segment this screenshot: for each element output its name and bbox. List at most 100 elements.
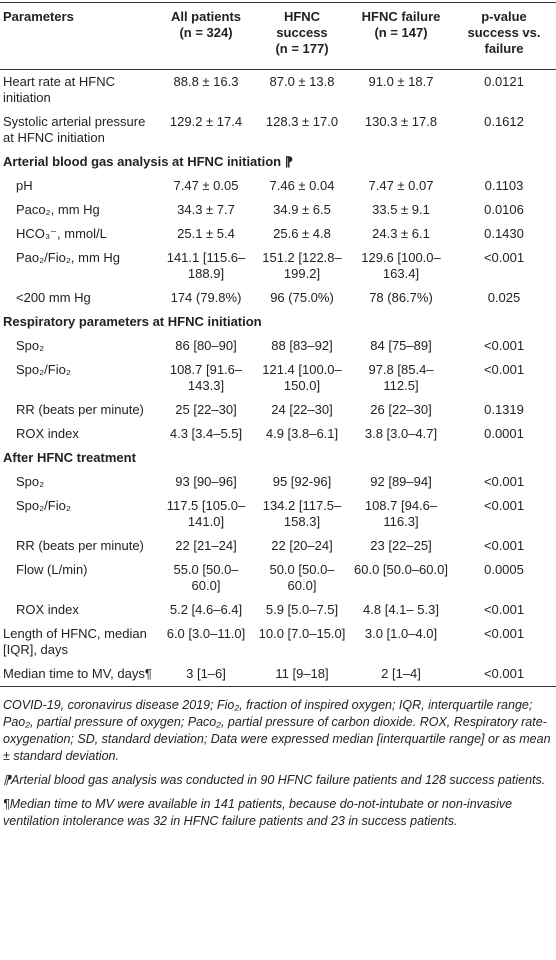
- value-cell: 24.3 ± 6.1: [372, 226, 430, 241]
- value-cell: <0.001: [483, 602, 525, 617]
- table-row: HCO₃⁻, mmol/L 25.1 ± 5.4 25.6 ± 4.8 24.3 ± …: [0, 222, 556, 246]
- value-cell: 34.3 ± 7.7: [177, 202, 235, 217]
- value-cell: 33.5 ± 9.1: [372, 202, 430, 217]
- table-row: Spo₂ 93 [90–96] 95 [92-96] 92 [89–94] <0.001: [0, 470, 556, 494]
- value-cell: 23 [22–25]: [370, 538, 432, 553]
- value-cell: 0.1103: [484, 178, 524, 193]
- table-row: ROX index 4.3 [3.4–5.5] 4.9 [3.8–6.1] 3.8 […: [0, 422, 556, 446]
- value-cell: <0.001: [483, 538, 525, 553]
- value-cell: 0.0005: [484, 562, 524, 577]
- value-cell: 97.8 [85.4–112.5]: [368, 362, 434, 393]
- value-cell: 141.1 [115.6–188.9]: [166, 250, 246, 281]
- table-row: Systolic arterial pressure at HFNC initi…: [0, 110, 556, 150]
- value-cell: 0.1319: [484, 402, 524, 417]
- table-row: Spo₂/Fio₂ 108.7 [91.6–143.3] 121.4 [100.0–…: [0, 358, 556, 398]
- table-row: Pao₂/Fio₂, mm Hg 141.1 [115.6–188.9] 151.2…: [0, 246, 556, 286]
- value-cell: 4.9 [3.8–6.1]: [265, 426, 339, 441]
- parameter-cell: <200 mm Hg: [16, 290, 91, 305]
- value-cell: 121.4 [100.0–150.0]: [262, 362, 342, 393]
- value-cell: <0.001: [452, 662, 556, 687]
- section-title: After HFNC treatment: [3, 450, 136, 465]
- value-cell: 3.0 [1.0–4.0]: [364, 626, 438, 641]
- header-line: (n = 324): [179, 25, 233, 40]
- value-cell: 151.2 [122.8–199.2]: [262, 250, 342, 281]
- value-cell: <0.001: [483, 338, 525, 353]
- parameter-cell: Heart rate at HFNC initiation: [3, 74, 115, 105]
- value-cell: 26 [22–30]: [370, 402, 432, 417]
- value-cell: 78 (86.7%): [369, 290, 433, 305]
- header-line: HFNC failure: [361, 9, 441, 24]
- header-cell: HFNC failure (n = 147): [350, 2, 452, 70]
- value-cell: 3.8 [3.0–4.7]: [364, 426, 438, 441]
- parameter-cell: Spo₂: [16, 338, 45, 353]
- value-cell: 5.9 [5.0–7.5]: [265, 602, 339, 617]
- value-cell: 0.1612: [484, 114, 524, 129]
- parameter-cell: Median time to MV, days¶: [0, 662, 158, 687]
- value-cell: 2 [1–4]: [350, 662, 452, 687]
- parameter-cell: HCO₃⁻, mmol/L: [16, 226, 107, 241]
- value-cell: 4.8 [4.1– 5.3]: [363, 602, 439, 617]
- section-row: After HFNC treatment: [0, 446, 556, 470]
- parameter-cell: Paco₂, mm Hg: [16, 202, 100, 217]
- parameter-cell: Spo₂/Fio₂: [16, 362, 71, 377]
- table-row: <200 mm Hg 174 (79.8%) 96 (75.0%) 78 (86.7%…: [0, 286, 556, 310]
- value-cell: 4.3 [3.4–5.5]: [169, 426, 243, 441]
- value-cell: 108.7 [91.6–143.3]: [169, 362, 243, 393]
- value-cell: <0.001: [483, 362, 525, 377]
- value-cell: 130.3 ± 17.8: [364, 114, 438, 129]
- value-cell: <0.001: [483, 626, 525, 641]
- table-row: Heart rate at HFNC initiation 88.8 ± 16.3…: [0, 70, 556, 111]
- value-cell: 129.2 ± 17.4: [169, 114, 243, 129]
- value-cell: 96 (75.0%): [270, 290, 334, 305]
- parameter-cell: Length of HFNC, median [IQR], days: [3, 626, 147, 657]
- header-cell: p-value success vs. failure: [452, 2, 556, 70]
- value-cell: 7.47 ± 0.05: [173, 178, 239, 193]
- value-cell: 3 [1–6]: [158, 662, 254, 687]
- header-cell: HFNC success (n = 177): [254, 2, 350, 70]
- value-cell: 7.46 ± 0.04: [269, 178, 335, 193]
- header-cell: All patients (n = 324): [158, 2, 254, 70]
- value-cell: 10.0 [7.0–15.0]: [258, 626, 346, 641]
- value-cell: 93 [90–96]: [175, 474, 237, 489]
- value-cell: 129.6 [100.0–163.4]: [361, 250, 441, 281]
- parameter-cell: Pao₂/Fio₂, mm Hg: [16, 250, 121, 265]
- value-cell: 174 (79.8%): [170, 290, 242, 305]
- parameter-cell: ROX index: [16, 602, 79, 617]
- parameter-cell: Systolic arterial pressure at HFNC initi…: [3, 114, 146, 145]
- value-cell: 60.0 [50.0–60.0]: [354, 562, 448, 577]
- table-row: ROX index 5.2 [4.6–6.4] 5.9 [5.0–7.5] 4.8 […: [0, 598, 556, 622]
- value-cell: 88 [83–92]: [271, 338, 333, 353]
- parameter-cell: pH: [16, 178, 33, 193]
- value-cell: 134.2 [117.5–158.3]: [262, 498, 342, 529]
- header-row: Parameters All patients (n = 324) HFNC succ…: [0, 2, 556, 70]
- table-row: Spo₂/Fio₂ 117.5 [105.0–141.0] 134.2 [117.5…: [0, 494, 556, 534]
- value-cell: 22 [20–24]: [271, 538, 333, 553]
- header-line: (n = 177): [275, 41, 329, 56]
- value-cell: 25.1 ± 5.4: [177, 226, 235, 241]
- value-cell: 128.3 ± 17.0: [265, 114, 339, 129]
- value-cell: <0.001: [483, 474, 525, 489]
- parameter-cell: Flow (L/min): [16, 562, 88, 577]
- value-cell: 91.0 ± 18.7: [368, 74, 434, 89]
- value-cell: 34.9 ± 6.5: [273, 202, 331, 217]
- parameter-cell: Spo₂: [16, 474, 45, 489]
- table-row: Median time to MV, days¶ 3 [1–6] 11 [9–18]…: [0, 662, 556, 687]
- value-cell: 92 [89–94]: [370, 474, 432, 489]
- header-line: All patients: [170, 9, 242, 24]
- parameter-cell: RR (beats per minute): [16, 538, 144, 553]
- value-cell: 7.47 ± 0.07: [368, 178, 434, 193]
- table-row: Paco₂, mm Hg 34.3 ± 7.7 34.9 ± 6.5 33.5 ± 9…: [0, 198, 556, 222]
- table-row: Spo₂ 86 [80–90] 88 [83–92] 84 [75–89] <0.001: [0, 334, 556, 358]
- value-cell: 11 [9–18]: [254, 662, 350, 687]
- table-row: Flow (L/min) 55.0 [50.0–60.0] 50.0 [50.0–6…: [0, 558, 556, 598]
- parameter-cell: ROX index: [16, 426, 79, 441]
- value-cell: 25 [22–30]: [175, 402, 237, 417]
- value-cell: 88.8 ± 16.3: [173, 74, 239, 89]
- value-cell: 6.0 [3.0–11.0]: [166, 626, 246, 641]
- table-body: Heart rate at HFNC initiation 88.8 ± 16.3…: [0, 70, 556, 687]
- value-cell: 55.0 [50.0–60.0]: [173, 562, 239, 593]
- value-cell: 24 [22–30]: [271, 402, 333, 417]
- value-cell: 0.1430: [484, 226, 524, 241]
- value-cell: <0.001: [483, 498, 525, 513]
